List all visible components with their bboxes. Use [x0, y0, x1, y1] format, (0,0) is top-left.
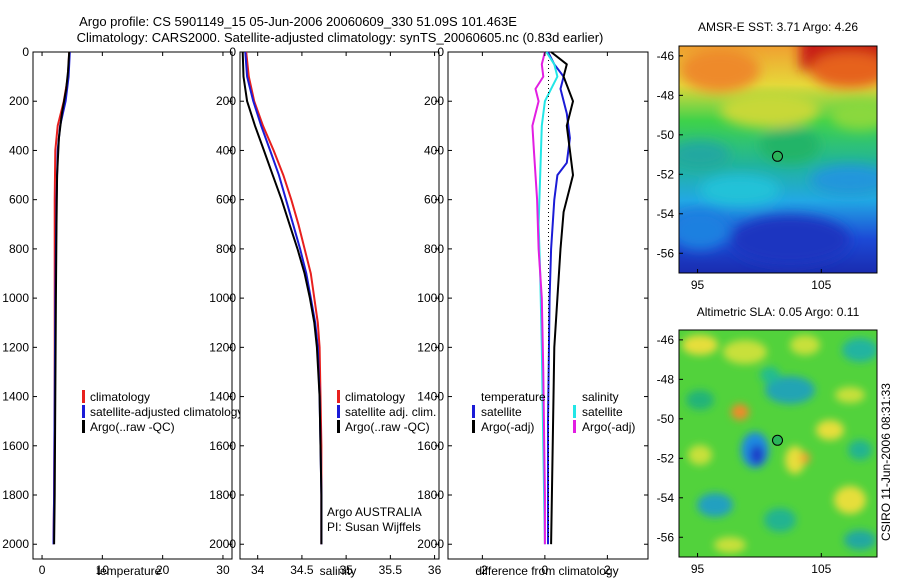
- y-tick-label: 1800: [417, 488, 444, 502]
- y-tick-label: 0: [22, 45, 29, 59]
- sst-map-panel: AMSR-E SST: 3.71 Argo: 4.26 -46 -48 -50 -52…: [657, 20, 900, 292]
- y-tick-label: -50: [657, 412, 675, 426]
- legend-label-argo: Argo(..raw -QC): [345, 420, 430, 434]
- legend-label-satellite-adjusted: satellite-adjusted climatology: [90, 405, 243, 419]
- figure: Argo profile: CS 5901149_15 05-Jun-2006 …: [0, 0, 900, 580]
- y-tick-label: 2000: [209, 537, 236, 551]
- legend-label-sal-satellite: satellite: [582, 405, 623, 419]
- x-tick-label: 105: [811, 562, 831, 576]
- y-tick-label: 600: [216, 193, 236, 207]
- y-tick-label: -48: [657, 88, 675, 102]
- y-tick-label: 0: [229, 45, 236, 59]
- y-tick-label: -46: [657, 333, 675, 347]
- x-tick-label: 35.5: [379, 563, 403, 577]
- y-tick-label: -52: [657, 167, 675, 181]
- y-tick-label: 1800: [209, 488, 236, 502]
- y-tick-label: 1000: [209, 291, 236, 305]
- y-tick-label: -54: [657, 207, 675, 221]
- title-line-1: Argo profile: CS 5901149_15 05-Jun-2006 …: [79, 14, 517, 29]
- y-tick-label: -52: [657, 451, 675, 465]
- y-tick-label: -46: [657, 49, 675, 63]
- sla-map-title: Altimetric SLA: 0.05 Argo: 0.11: [697, 305, 860, 319]
- x-tick-label: 34: [251, 563, 265, 577]
- x-tick-label: 95: [691, 278, 705, 292]
- legend-label-temp-argo: Argo(-adj): [481, 420, 534, 434]
- legend-swatch-temp-argo: [472, 420, 475, 433]
- legend-swatch-satellite-adjusted: [82, 405, 85, 418]
- sst-heatmap: [670, 30, 900, 273]
- sla-map-panel: Altimetric SLA: 0.05 Argo: 0.11: [657, 305, 878, 576]
- y-tick-label: 1600: [2, 439, 29, 453]
- legend-label-argo: Argo(..raw -QC): [90, 420, 175, 434]
- y-tick-label: 200: [9, 94, 29, 108]
- title-line-2: Climatology: CARS2000. Satellite-adjuste…: [77, 30, 604, 45]
- legend-label-satellite-adj: satellite adj. clim.: [345, 405, 436, 419]
- y-tick-label: 2000: [417, 537, 444, 551]
- y-tick-label: 400: [9, 143, 29, 157]
- legend-swatch-sal-satellite: [573, 405, 576, 418]
- y-tick-label: 200: [216, 94, 236, 108]
- y-tick-label: 800: [424, 242, 444, 256]
- y-tick-label: 1000: [417, 291, 444, 305]
- y-tick-label: 1600: [209, 439, 236, 453]
- legend-label-climatology: climatology: [345, 390, 405, 404]
- y-tick-label: 800: [9, 242, 29, 256]
- y-tick-label: 1400: [417, 390, 444, 404]
- annotation-pi: PI: Susan Wijffels: [327, 520, 421, 534]
- y-tick-label: 800: [216, 242, 236, 256]
- y-tick-label: 1000: [2, 291, 29, 305]
- float-location-marker: [773, 151, 783, 161]
- legend-header-temperature: temperature: [481, 390, 546, 404]
- difference-xlabel: difference from climatology: [475, 564, 618, 578]
- temperature-plot-frame: [33, 52, 232, 559]
- x-tick-label: 105: [811, 278, 831, 292]
- y-tick-label: 1400: [2, 390, 29, 404]
- salinity-panel: 020040060080010001200140016001800200034 3…: [209, 45, 441, 578]
- y-tick-label: 1400: [209, 390, 236, 404]
- y-tick-label: 2000: [2, 537, 29, 551]
- x-tick-label: 95: [691, 562, 705, 576]
- difference-panel: 0 200 400 600 800 1000 1200 1400 1600 1800 2000 -2 0…: [417, 45, 648, 578]
- x-tick-label: 36: [428, 563, 442, 577]
- legend-label-sal-argo: Argo(-adj): [582, 420, 635, 434]
- y-tick-label: -54: [657, 491, 675, 505]
- y-tick-label: 600: [9, 193, 29, 207]
- y-tick-label: 600: [424, 193, 444, 207]
- salinity-xlabel: salinity: [320, 564, 357, 578]
- y-tick-label: -48: [657, 372, 675, 386]
- y-tick-label: -50: [657, 128, 675, 142]
- y-tick-label: 1200: [2, 340, 29, 354]
- temperature-xlabel: temperature: [97, 564, 162, 578]
- legend-swatch-climatology: [82, 390, 85, 403]
- legend-header-salinity: salinity: [582, 390, 619, 404]
- y-tick-label: 400: [424, 143, 444, 157]
- annotation-argo-australia: Argo AUSTRALIA: [327, 505, 422, 519]
- float-location-marker: [773, 435, 783, 445]
- legend-swatch-sal-argo: [573, 420, 576, 433]
- y-tick-label: 1200: [417, 340, 444, 354]
- y-tick-label: -56: [657, 246, 675, 260]
- legend-swatch-temp-satellite: [472, 405, 475, 418]
- salinity-plot-frame: [240, 52, 439, 559]
- y-tick-label: -56: [657, 530, 675, 544]
- x-tick-label: 0: [39, 563, 46, 577]
- y-tick-label: 1200: [209, 340, 236, 354]
- legend-label-climatology: climatology: [90, 390, 150, 404]
- y-tick-label: 0: [437, 45, 444, 59]
- y-tick-label: 200: [424, 94, 444, 108]
- x-tick-label: 34.5: [290, 563, 314, 577]
- legend-swatch-argo: [82, 420, 85, 433]
- sst-map-title: AMSR-E SST: 3.71 Argo: 4.26: [698, 20, 858, 34]
- y-tick-label: 1800: [2, 488, 29, 502]
- x-tick-label: 30: [216, 563, 230, 577]
- footer-timestamp: CSIRO 11-Jun-2006 08:31:33: [879, 383, 893, 541]
- legend-swatch-satellite-adj: [337, 405, 340, 418]
- y-tick-label: 400: [216, 143, 236, 157]
- y-tick-label: 1600: [417, 439, 444, 453]
- legend-swatch-argo: [337, 420, 340, 433]
- legend-label-temp-satellite: satellite: [481, 405, 522, 419]
- legend-swatch-climatology: [337, 390, 340, 403]
